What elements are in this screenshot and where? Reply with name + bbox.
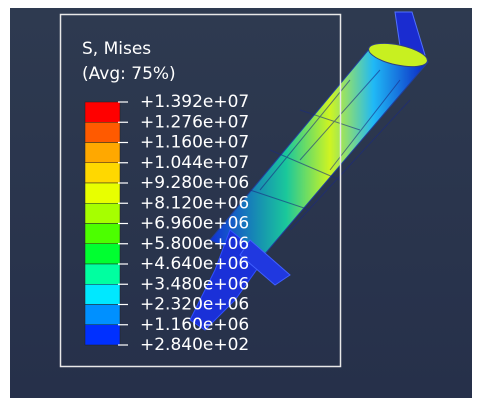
- color-band: [85, 143, 120, 163]
- legend-label: +1.160e+07: [140, 133, 249, 153]
- color-band: [85, 244, 120, 264]
- legend-label: +2.320e+06: [140, 295, 249, 315]
- legend-label: +1.276e+07: [140, 112, 249, 132]
- legend-label: +1.392e+07: [140, 92, 249, 112]
- color-band: [85, 284, 120, 304]
- legend-label: +5.800e+06: [140, 234, 249, 254]
- viewport: S, Mises (Avg: 75%) +1.392e+07+1.276e+07…: [0, 0, 480, 401]
- legend-scale: +1.392e+07+1.276e+07+1.160e+07+1.044e+07…: [85, 92, 249, 355]
- legend-label: +9.280e+06: [140, 173, 249, 193]
- legend-title: S, Mises: [82, 39, 151, 59]
- legend-label: +6.960e+06: [140, 214, 249, 234]
- legend-label: +1.044e+07: [140, 153, 249, 173]
- legend-label: +4.640e+06: [140, 254, 249, 274]
- color-band: [85, 122, 120, 142]
- legend-label: +1.160e+06: [140, 315, 249, 335]
- color-band: [85, 183, 120, 203]
- legend-label: +3.480e+06: [140, 274, 249, 294]
- legend-subtitle: (Avg: 75%): [82, 64, 176, 84]
- color-band: [85, 163, 120, 183]
- color-band: [85, 224, 120, 244]
- color-band: [85, 305, 120, 325]
- legend-label: +2.840e+02: [140, 335, 249, 355]
- color-band: [85, 203, 120, 223]
- color-band: [85, 325, 120, 345]
- color-band: [85, 264, 120, 284]
- page: S, Mises (Avg: 75%) +1.392e+07+1.276e+07…: [0, 0, 480, 401]
- color-band: [85, 102, 120, 122]
- legend-label: +8.120e+06: [140, 193, 249, 213]
